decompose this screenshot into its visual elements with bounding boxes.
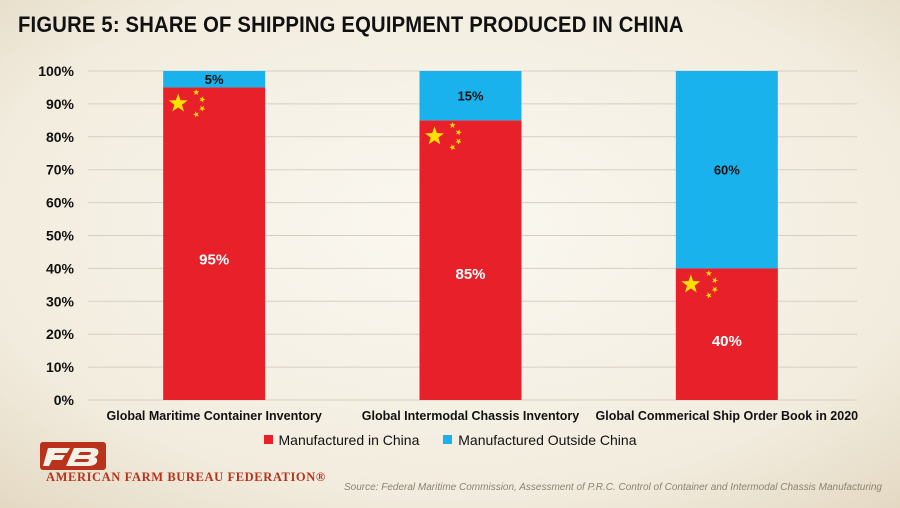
x-tick-label: Global Maritime Container Inventory bbox=[107, 409, 322, 423]
legend-label-china: Manufactured in China bbox=[278, 432, 420, 448]
x-axis: Global Maritime Container Inventory Globa… bbox=[107, 409, 859, 423]
data-label: 40% bbox=[712, 333, 742, 350]
legend-item-china: Manufactured in China bbox=[263, 432, 420, 448]
bar-china bbox=[419, 120, 522, 400]
bar-china bbox=[163, 87, 266, 400]
bars: 95% 5% 85% 15% 40% 60% bbox=[163, 71, 778, 400]
fb-logo-icon bbox=[40, 442, 106, 470]
bar-outside-china bbox=[675, 71, 778, 269]
y-tick-label: 40% bbox=[46, 260, 75, 276]
legend-item-outside: Manufactured Outside China bbox=[443, 432, 636, 448]
y-axis: 0% 10% 20% 30% 40% 50% 60% 70% 80% 90% 100% bbox=[38, 63, 74, 408]
bar-china bbox=[675, 268, 778, 400]
y-tick-label: 10% bbox=[46, 359, 75, 375]
legend: Manufactured in China Manufactured Outsi… bbox=[0, 432, 900, 448]
y-tick-label: 50% bbox=[46, 228, 75, 244]
china-flag-icon bbox=[681, 270, 719, 299]
y-tick-label: 20% bbox=[46, 326, 75, 342]
china-flag-icon bbox=[424, 122, 462, 151]
y-tick-label: 0% bbox=[54, 392, 75, 408]
y-tick-label: 100% bbox=[38, 63, 74, 79]
data-label: 60% bbox=[714, 163, 740, 178]
bar-outside-china bbox=[419, 71, 522, 121]
data-label: 5% bbox=[205, 72, 224, 87]
bar-chart: 0% 10% 20% 30% 40% 50% 60% 70% 80% 90% 100% 95% 5% 8… bbox=[38, 63, 859, 423]
legend-swatch-china bbox=[263, 435, 273, 444]
legend-swatch-outside bbox=[443, 435, 453, 444]
legend-label-outside: Manufactured Outside China bbox=[458, 432, 637, 448]
data-label: 95% bbox=[199, 251, 229, 268]
y-tick-label: 60% bbox=[46, 195, 75, 211]
y-tick-label: 80% bbox=[46, 129, 75, 145]
source-note: Source: Federal Maritime Commission, Ass… bbox=[343, 482, 882, 493]
data-label: 15% bbox=[457, 89, 483, 104]
y-tick-label: 90% bbox=[46, 96, 75, 112]
organization-name: AMERICAN FARM BUREAU FEDERATION® bbox=[46, 470, 326, 484]
china-flag-icon bbox=[168, 89, 206, 118]
chart-title: FIGURE 5: SHARE OF SHIPPING EQUIPMENT PR… bbox=[18, 12, 684, 37]
bar-outside-china bbox=[163, 71, 266, 88]
data-label: 85% bbox=[455, 266, 485, 283]
x-tick-label: Global Intermodal Chassis Inventory bbox=[362, 409, 579, 423]
y-tick-label: 70% bbox=[46, 162, 75, 178]
y-tick-label: 30% bbox=[46, 293, 75, 309]
x-tick-label: Global Commerical Ship Order Book in 202… bbox=[596, 409, 859, 423]
